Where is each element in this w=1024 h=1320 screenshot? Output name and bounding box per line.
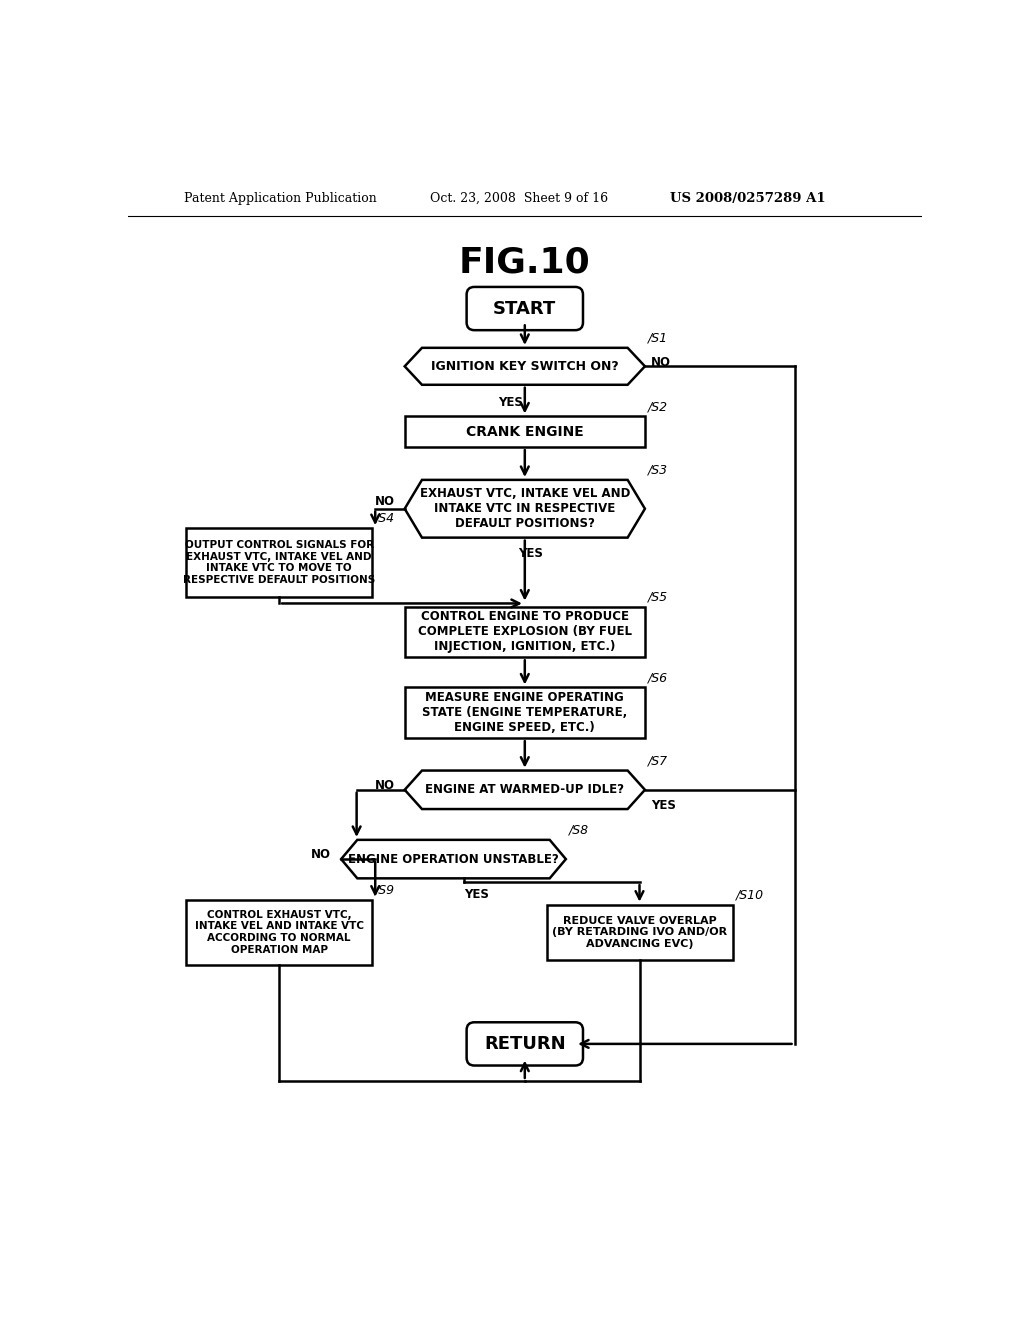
Text: CONTROL EXHAUST VTC,
INTAKE VEL AND INTAKE VTC
ACCORDING TO NORMAL
OPERATION MAP: CONTROL EXHAUST VTC, INTAKE VEL AND INTA… — [195, 909, 364, 954]
Polygon shape — [404, 348, 645, 385]
Text: /S1: /S1 — [648, 331, 668, 345]
Text: NO: NO — [311, 847, 331, 861]
Text: YES: YES — [464, 887, 489, 900]
Text: YES: YES — [518, 546, 544, 560]
Text: NO: NO — [375, 495, 394, 508]
FancyBboxPatch shape — [467, 286, 583, 330]
FancyBboxPatch shape — [467, 1022, 583, 1065]
Text: YES: YES — [651, 799, 676, 812]
Text: EXHAUST VTC, INTAKE VEL AND
INTAKE VTC IN RESPECTIVE
DEFAULT POSITIONS?: EXHAUST VTC, INTAKE VEL AND INTAKE VTC I… — [420, 487, 630, 531]
Text: /S3: /S3 — [648, 463, 668, 477]
Text: /S9: /S9 — [375, 883, 395, 896]
Text: /S6: /S6 — [648, 672, 668, 684]
Text: Patent Application Publication: Patent Application Publication — [183, 191, 377, 205]
Bar — [404, 688, 645, 738]
Text: /S2: /S2 — [648, 400, 668, 413]
Text: /S8: /S8 — [569, 824, 589, 837]
Text: CRANK ENGINE: CRANK ENGINE — [466, 425, 584, 438]
Text: START: START — [494, 300, 556, 318]
Text: FIG.10: FIG.10 — [459, 246, 591, 280]
Polygon shape — [341, 840, 566, 878]
Text: IGNITION KEY SWITCH ON?: IGNITION KEY SWITCH ON? — [431, 360, 618, 372]
Polygon shape — [404, 480, 645, 537]
Text: /S4: /S4 — [375, 512, 395, 525]
Polygon shape — [404, 771, 645, 809]
Text: Oct. 23, 2008  Sheet 9 of 16: Oct. 23, 2008 Sheet 9 of 16 — [430, 191, 608, 205]
Text: OUTPUT CONTROL SIGNALS FOR
EXHAUST VTC, INTAKE VEL AND
INTAKE VTC TO MOVE TO
RES: OUTPUT CONTROL SIGNALS FOR EXHAUST VTC, … — [183, 540, 375, 585]
Bar — [547, 904, 732, 960]
Bar — [186, 899, 372, 965]
Text: ENGINE OPERATION UNSTABLE?: ENGINE OPERATION UNSTABLE? — [348, 853, 559, 866]
Bar — [404, 607, 645, 657]
Text: ENGINE AT WARMED-UP IDLE?: ENGINE AT WARMED-UP IDLE? — [425, 783, 625, 796]
Text: CONTROL ENGINE TO PRODUCE
COMPLETE EXPLOSION (BY FUEL
INJECTION, IGNITION, ETC.): CONTROL ENGINE TO PRODUCE COMPLETE EXPLO… — [418, 610, 632, 653]
Text: NO: NO — [651, 356, 671, 370]
Text: YES: YES — [499, 396, 523, 409]
Text: NO: NO — [375, 779, 394, 792]
Text: MEASURE ENGINE OPERATING
STATE (ENGINE TEMPERATURE,
ENGINE SPEED, ETC.): MEASURE ENGINE OPERATING STATE (ENGINE T… — [422, 692, 628, 734]
Text: /S10: /S10 — [735, 888, 764, 902]
Bar — [404, 416, 645, 447]
Text: /S7: /S7 — [648, 755, 668, 767]
Bar — [186, 528, 372, 597]
Text: REDUCE VALVE OVERLAP
(BY RETARDING IVO AND/OR
ADVANCING EVC): REDUCE VALVE OVERLAP (BY RETARDING IVO A… — [552, 916, 727, 949]
Text: US 2008/0257289 A1: US 2008/0257289 A1 — [671, 191, 826, 205]
Text: /S5: /S5 — [648, 590, 668, 603]
Text: RETURN: RETURN — [484, 1035, 565, 1053]
